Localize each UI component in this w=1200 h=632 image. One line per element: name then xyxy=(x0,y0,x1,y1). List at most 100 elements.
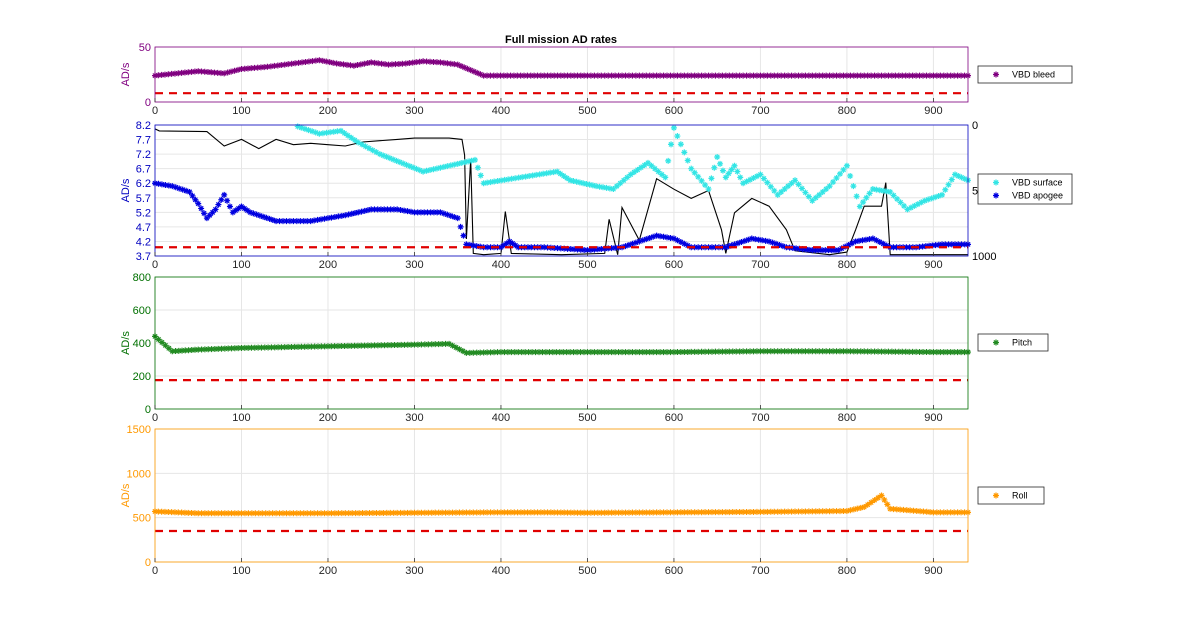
data-point xyxy=(215,201,222,208)
data-point xyxy=(311,343,318,350)
data-point xyxy=(935,193,942,200)
data-point xyxy=(241,344,248,351)
x-tick-label: 700 xyxy=(751,565,769,577)
data-point xyxy=(158,339,165,346)
data-point xyxy=(179,347,186,354)
data-point xyxy=(584,509,591,516)
data-point xyxy=(951,349,958,356)
data-point xyxy=(391,342,398,349)
data-point xyxy=(250,210,257,217)
data-point xyxy=(324,343,331,350)
data-point xyxy=(286,218,293,225)
data-point xyxy=(497,72,504,79)
data-point xyxy=(192,346,199,353)
x-tick-label: 100 xyxy=(232,565,250,577)
data-point xyxy=(612,509,619,516)
data-point xyxy=(677,72,684,79)
data-point xyxy=(826,72,833,79)
data-point xyxy=(873,186,880,193)
data-point xyxy=(522,173,529,180)
data-point xyxy=(369,147,376,154)
data-point xyxy=(802,72,809,79)
data-point xyxy=(301,125,308,132)
data-point xyxy=(338,510,345,517)
legend-box xyxy=(977,173,1073,205)
data-point xyxy=(625,72,632,79)
data-point xyxy=(209,209,216,216)
data-point xyxy=(895,348,902,355)
legend-box xyxy=(977,486,1045,505)
data-point xyxy=(954,72,961,79)
data-point xyxy=(643,236,650,243)
data-point xyxy=(822,247,829,254)
data-point xyxy=(547,72,554,79)
data-point xyxy=(760,508,767,515)
data-point xyxy=(939,241,946,248)
data-point xyxy=(769,239,776,246)
data-point xyxy=(925,196,932,203)
data-point xyxy=(819,348,826,355)
data-point xyxy=(684,509,691,516)
data-point xyxy=(878,348,885,355)
x-tick-label: 900 xyxy=(924,412,942,424)
data-point xyxy=(660,349,667,356)
data-point xyxy=(435,509,442,516)
data-point xyxy=(684,348,691,355)
x-tick-label: 500 xyxy=(578,412,596,424)
data-point xyxy=(288,60,295,67)
data-point xyxy=(564,245,571,252)
data-point xyxy=(468,157,475,164)
data-point xyxy=(869,186,876,193)
data-point xyxy=(567,509,574,516)
y2-tick-label: 0 xyxy=(972,120,978,132)
data-point xyxy=(823,348,830,355)
data-point xyxy=(285,344,292,351)
data-point xyxy=(688,72,695,79)
data-point xyxy=(812,508,819,515)
data-point xyxy=(395,60,402,67)
data-point xyxy=(596,183,603,190)
data-point xyxy=(251,64,258,71)
data-point xyxy=(856,203,863,210)
data-point xyxy=(622,349,629,356)
data-point xyxy=(705,72,712,79)
data-point xyxy=(767,348,774,355)
x-tick-label: 0 xyxy=(152,565,158,577)
data-point xyxy=(458,160,465,167)
data-point xyxy=(198,205,205,212)
data-point xyxy=(615,349,622,356)
y-axis-label: AD/s xyxy=(120,62,132,86)
data-point xyxy=(342,212,349,219)
data-point xyxy=(169,183,176,190)
data-point xyxy=(881,72,888,79)
data-point xyxy=(368,342,375,349)
data-point xyxy=(507,72,514,79)
data-point xyxy=(871,72,878,79)
axes-box xyxy=(154,428,969,563)
data-point xyxy=(674,72,681,79)
data-point xyxy=(593,183,600,190)
data-point xyxy=(484,179,491,186)
data-point xyxy=(650,233,657,240)
data-point xyxy=(408,341,415,348)
data-point xyxy=(850,506,857,513)
data-point xyxy=(767,508,774,515)
data-point xyxy=(736,509,743,516)
data-point xyxy=(636,72,643,79)
data-point xyxy=(333,60,340,67)
data-point xyxy=(795,508,802,515)
data-point xyxy=(271,344,278,351)
data-point xyxy=(383,509,390,516)
data-point xyxy=(235,66,242,73)
data-point xyxy=(414,341,421,348)
data-point xyxy=(394,509,401,516)
data-point xyxy=(695,509,702,516)
data-point xyxy=(201,510,208,517)
data-point xyxy=(331,343,338,350)
data-point xyxy=(695,348,702,355)
data-point xyxy=(933,509,940,516)
data-point xyxy=(840,508,847,515)
data-point xyxy=(843,162,850,169)
data-point xyxy=(764,179,771,186)
x-tick-label: 600 xyxy=(665,565,683,577)
